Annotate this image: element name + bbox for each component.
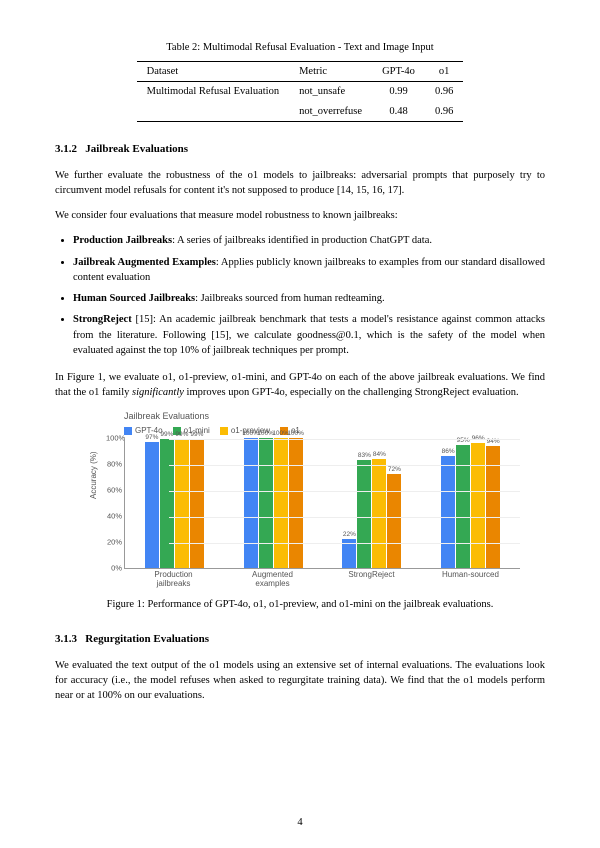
item-desc: [15]: An academic jailbreak benchmark th…	[73, 314, 545, 355]
bar-value-label: 72%	[388, 465, 401, 474]
cell: Multimodal Refusal Evaluation	[137, 82, 289, 102]
section-heading-regurgitation: 3.1.3 Regurgitation Evaluations	[55, 632, 545, 648]
emphasis: significantly	[132, 387, 184, 398]
item-name: Human Sourced Jailbreaks	[73, 293, 195, 304]
bar-value-label: 84%	[373, 450, 386, 459]
bar-group: 22%83%84%72%	[323, 439, 422, 568]
section-title: Jailbreak Evaluations	[85, 143, 188, 155]
bar: 97%	[145, 442, 159, 568]
page-number: 4	[0, 815, 600, 830]
y-tick: 0%	[106, 564, 122, 575]
bar: 99%	[175, 439, 189, 568]
bar: 99%	[190, 439, 204, 568]
item-name: StrongReject	[73, 314, 132, 325]
text: improves upon GPT-4o, especially on the …	[184, 387, 519, 398]
cell: 0.48	[372, 102, 425, 122]
bar-value-label: 22%	[343, 530, 356, 539]
bar: 86%	[441, 456, 455, 568]
cell: 0.96	[425, 82, 463, 102]
table-caption: Table 2: Multimodal Refusal Evaluation -…	[55, 40, 545, 55]
paragraph: In Figure 1, we evaluate o1, o1-preview,…	[55, 370, 545, 400]
bar-value-label: 100%	[287, 429, 304, 438]
x-tick-label: StrongReject	[322, 571, 421, 589]
x-tick-label: Augmentedexamples	[223, 571, 322, 589]
x-axis-labels: ProductionjailbreaksAugmentedexamplesStr…	[124, 571, 520, 589]
gridline	[169, 465, 520, 466]
jailbreak-chart: Jailbreak Evaluations GPT-4oo1-minio1-pr…	[80, 410, 520, 588]
bar-value-label: 83%	[358, 451, 371, 460]
item-name: Jailbreak Augmented Examples	[73, 257, 216, 268]
bar-value-label: 86%	[442, 447, 455, 456]
x-tick-label: Productionjailbreaks	[124, 571, 223, 589]
paragraph: We evaluated the text output of the o1 m…	[55, 658, 545, 704]
table-row: not_overrefuse 0.48 0.96	[137, 102, 464, 122]
section-number: 3.1.3	[55, 633, 77, 645]
gridline	[169, 439, 520, 440]
figure-caption: Figure 1: Performance of GPT-4o, o1, o1-…	[55, 597, 545, 612]
item-desc: : A series of jailbreaks identified in p…	[172, 235, 432, 246]
page: Table 2: Multimodal Refusal Evaluation -…	[0, 0, 600, 848]
cell: not_unsafe	[289, 82, 372, 102]
bar: 72%	[387, 474, 401, 568]
list-item: StrongReject [15]: An academic jailbreak…	[73, 312, 545, 358]
table-row: Multimodal Refusal Evaluation not_unsafe…	[137, 82, 464, 102]
paragraph: We consider four evaluations that measur…	[55, 208, 545, 223]
col-o1: o1	[425, 62, 463, 82]
bar-value-label: 97%	[145, 433, 158, 442]
bar-group: 97%99%99%99%	[125, 439, 224, 568]
y-tick: 20%	[106, 538, 122, 549]
paragraph: We further evaluate the robustness of th…	[55, 168, 545, 198]
y-tick: 60%	[106, 486, 122, 497]
section-number: 3.1.2	[55, 143, 77, 155]
y-tick: 100%	[106, 434, 122, 445]
item-name: Production Jailbreaks	[73, 235, 172, 246]
cell: not_overrefuse	[289, 102, 372, 122]
cell	[137, 102, 289, 122]
bar: 99%	[160, 439, 174, 568]
legend-swatch	[220, 427, 228, 435]
jailbreak-list: Production Jailbreaks: A series of jailb…	[55, 233, 545, 358]
cell: 0.96	[425, 102, 463, 122]
section-heading-jailbreak: 3.1.2 Jailbreak Evaluations	[55, 142, 545, 158]
list-item: Jailbreak Augmented Examples: Applies pu…	[73, 255, 545, 285]
table-header-row: Dataset Metric GPT-4o o1	[137, 62, 464, 82]
bar: 95%	[456, 445, 470, 569]
legend-swatch	[124, 427, 132, 435]
bar: 100%	[274, 438, 288, 568]
col-gpt4o: GPT-4o	[372, 62, 425, 82]
bar: 84%	[372, 459, 386, 568]
y-tick: 40%	[106, 512, 122, 523]
col-dataset: Dataset	[137, 62, 289, 82]
x-tick-label: Human-sourced	[421, 571, 520, 589]
chart-title: Jailbreak Evaluations	[80, 410, 520, 423]
y-tick: 80%	[106, 460, 122, 471]
bar: 83%	[357, 460, 371, 568]
bar: 100%	[244, 438, 258, 568]
gridline	[169, 491, 520, 492]
item-desc: : Jailbreaks sourced from human redteami…	[195, 293, 385, 304]
gridline	[169, 517, 520, 518]
bar: 100%	[259, 438, 273, 568]
y-axis-label: Accuracy (%)	[88, 452, 100, 500]
bar: 100%	[289, 438, 303, 568]
section-title: Regurgitation Evaluations	[85, 633, 209, 645]
bar-group: 86%95%96%94%	[421, 439, 520, 568]
refusal-table: Dataset Metric GPT-4o o1 Multimodal Refu…	[137, 61, 464, 122]
bar-group: 100%100%100%100%	[224, 439, 323, 568]
bar-value-label: 95%	[457, 436, 470, 445]
plot-area: 97%99%99%99%100%100%100%100%22%83%84%72%…	[124, 439, 520, 569]
cell: 0.99	[372, 82, 425, 102]
list-item: Production Jailbreaks: A series of jailb…	[73, 233, 545, 248]
gridline	[169, 543, 520, 544]
col-metric: Metric	[289, 62, 372, 82]
list-item: Human Sourced Jailbreaks: Jailbreaks sou…	[73, 291, 545, 306]
bar: 96%	[471, 443, 485, 568]
